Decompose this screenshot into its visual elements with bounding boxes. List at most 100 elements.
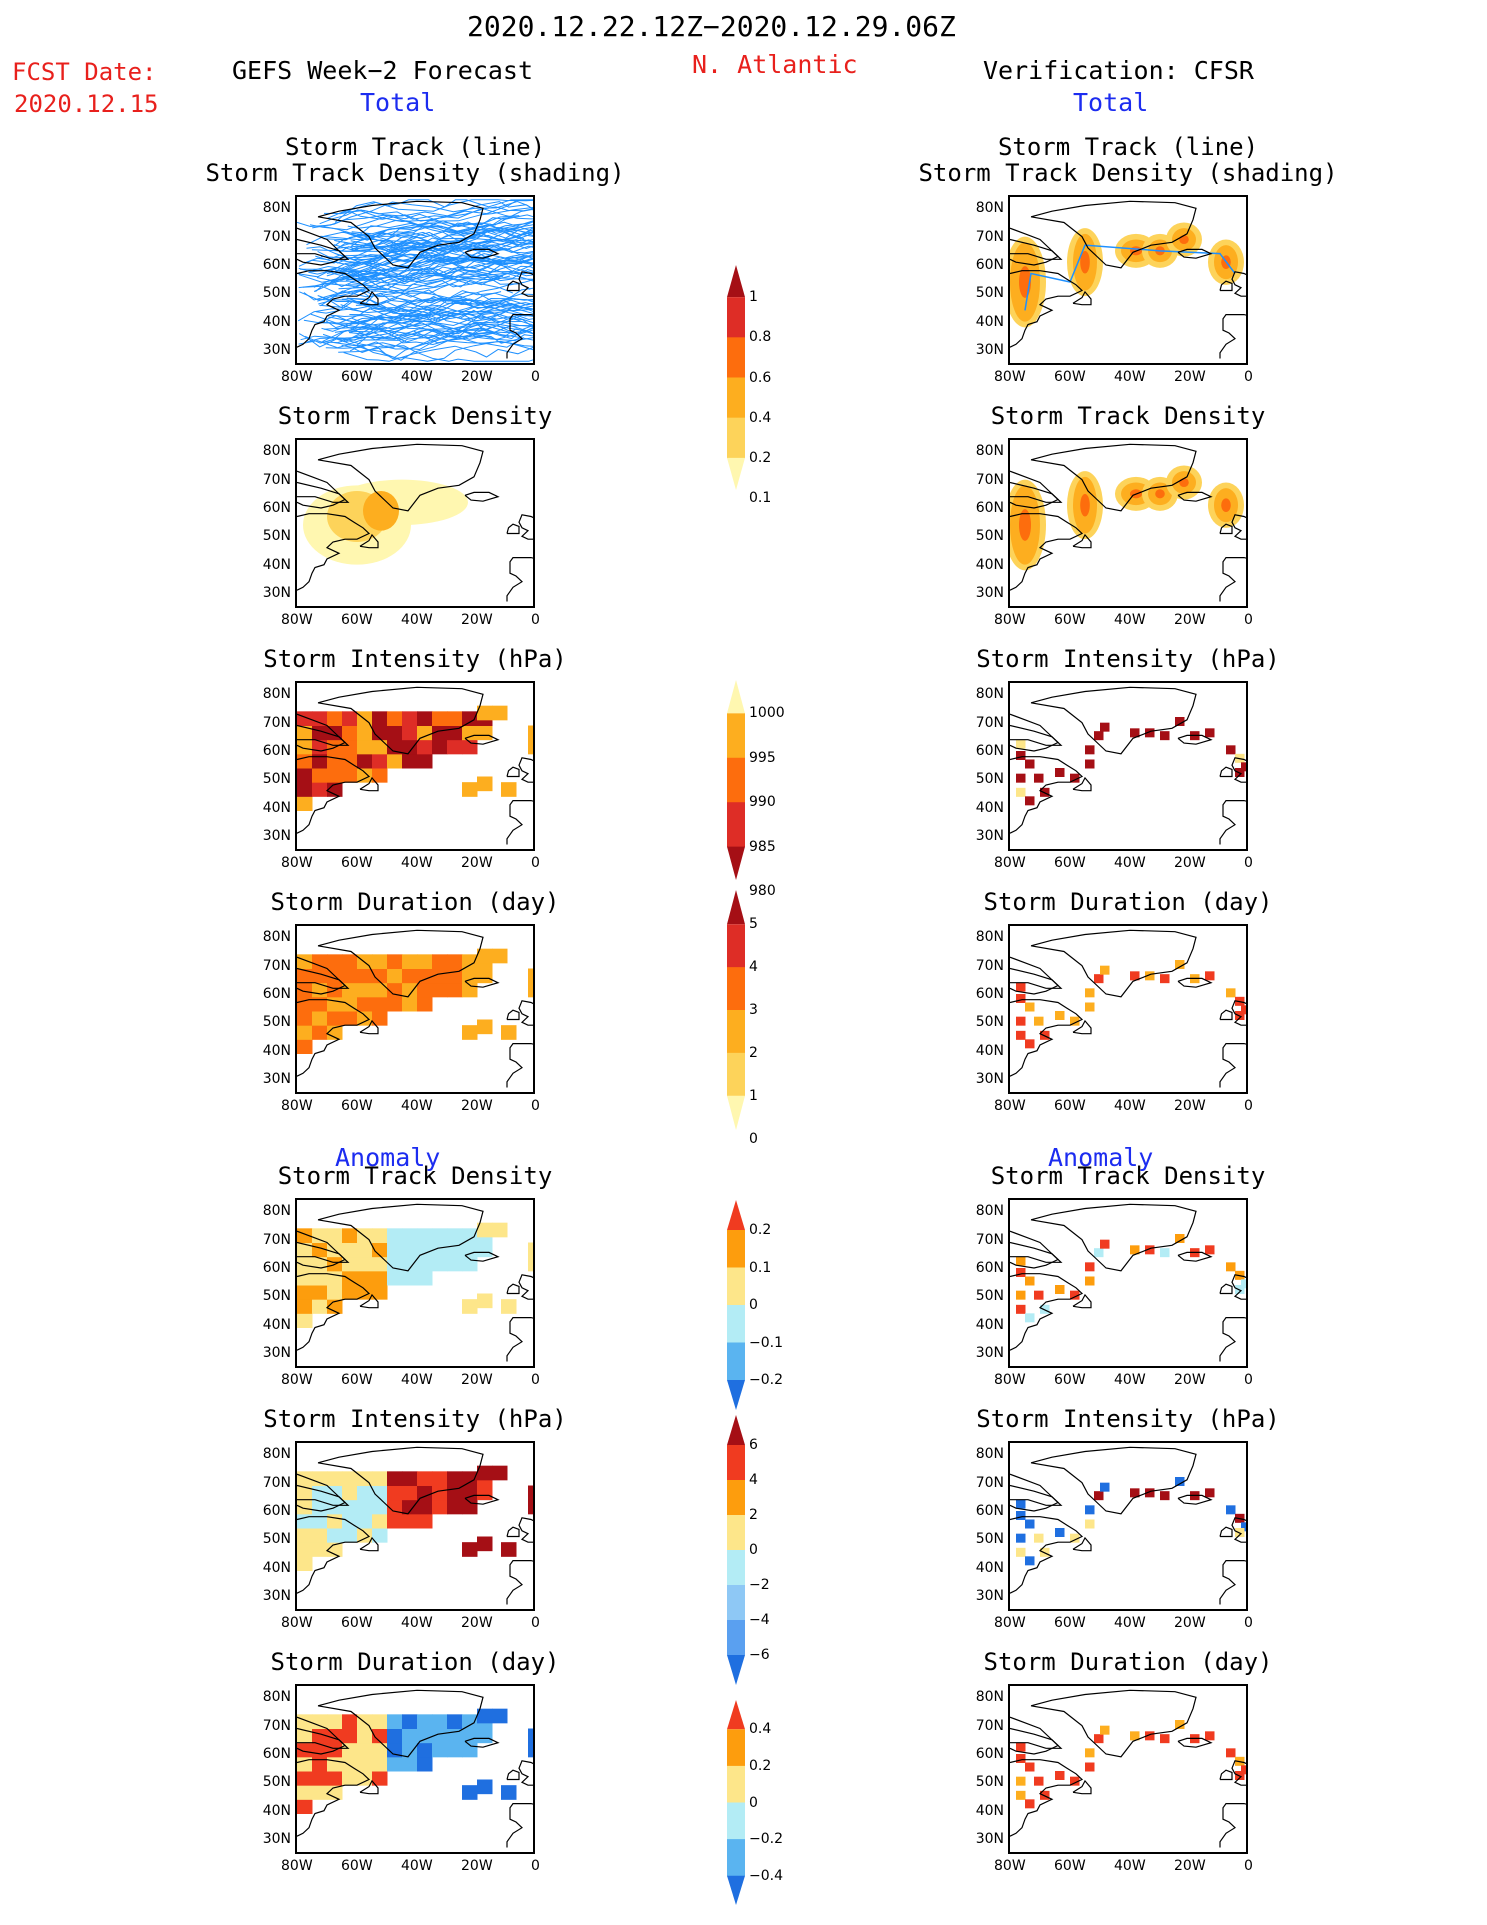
- colorbar-segment: [727, 1515, 745, 1551]
- grid-cell: [372, 982, 388, 998]
- grid-cell: [402, 1742, 418, 1758]
- grid-cell: [297, 1256, 313, 1272]
- grid-cell: [297, 1528, 313, 1543]
- x-tick-label: 0: [531, 1615, 540, 1631]
- grid-cell: [1100, 722, 1110, 732]
- map-canvas: [1010, 443, 1246, 602]
- coastline: [1030, 1203, 1197, 1272]
- coastline: [1177, 1251, 1213, 1262]
- x-tick-label: 20W: [461, 612, 493, 628]
- storm-track-line: [326, 229, 533, 274]
- grid-cell: [387, 1485, 403, 1501]
- grid-cell: [1025, 796, 1035, 806]
- panel-title: Storm Track Density: [990, 402, 1266, 430]
- x-tick-label: 0: [1244, 1372, 1253, 1388]
- x-tick-label: 60W: [1054, 1372, 1086, 1388]
- grid-cell: [477, 725, 493, 741]
- grid-cell: [402, 996, 418, 1012]
- grid-cell: [372, 954, 388, 969]
- y-tick-label: 80N: [262, 200, 291, 217]
- coastline: [359, 776, 379, 792]
- grid-cell: [462, 1228, 478, 1243]
- colorbar-segment: [727, 1765, 745, 1803]
- y-tick-label: 70N: [262, 471, 291, 488]
- y-tick-label: 40N: [262, 1559, 291, 1576]
- grid-cell: [1085, 1748, 1095, 1758]
- grid-cell: [501, 1785, 517, 1800]
- grid-cell: [372, 768, 388, 783]
- coastline: [297, 513, 371, 591]
- colorbar-tick-label: 2: [749, 1044, 758, 1061]
- colorbar-segment: [727, 1267, 745, 1306]
- coastline: [1072, 290, 1092, 306]
- x-tick-label: 60W: [341, 612, 373, 628]
- storm-track-line: [333, 220, 533, 255]
- y-tick-label: 40N: [975, 1042, 1004, 1059]
- grid-cell: [342, 968, 358, 984]
- grid-cell: [1094, 1248, 1104, 1258]
- grid-cell: [312, 711, 328, 726]
- grid-cell: [1145, 728, 1155, 738]
- coastline: [297, 270, 371, 348]
- y-tick-label: 50N: [975, 528, 1004, 545]
- grid-cell: [297, 1270, 313, 1286]
- colorbar-tick-label: 0.2: [749, 449, 772, 466]
- colorbar-segment: [727, 1480, 745, 1516]
- grid-cell: [528, 1742, 533, 1758]
- grid-cell: [477, 1222, 493, 1238]
- grid-cell: [492, 1465, 508, 1481]
- grid-cell: [417, 1714, 433, 1729]
- storm-track-line: [300, 308, 533, 341]
- y-tick-label: 80N: [975, 929, 1004, 946]
- y-tick-label: 80N: [262, 1446, 291, 1463]
- grid-cell: [297, 1742, 313, 1758]
- grid-cell: [417, 1256, 433, 1272]
- storm-track-line: [310, 313, 525, 344]
- grid-cell: [1241, 762, 1246, 772]
- y-tick-label: 50N: [262, 1774, 291, 1791]
- grid-cell: [357, 753, 373, 769]
- grid-cell: [312, 996, 328, 1012]
- x-tick-label: 60W: [341, 1372, 373, 1388]
- x-tick-label: 20W: [1174, 855, 1206, 871]
- y-tick-label: 50N: [262, 1288, 291, 1305]
- coastline: [359, 290, 379, 306]
- map-panel-obs-anom-density: [1008, 1198, 1248, 1368]
- grid-cell: [1100, 1239, 1110, 1249]
- grid-cell: [357, 725, 373, 741]
- colorbar-tick-label: 4: [749, 1472, 758, 1488]
- grid-cell: [477, 776, 493, 792]
- grid-cell: [1085, 745, 1095, 755]
- grid-cell: [402, 954, 418, 969]
- grid-cell: [402, 739, 418, 755]
- grid-cell: [417, 1228, 433, 1243]
- grid-cell: [387, 982, 403, 998]
- y-tick-label: 60N: [975, 499, 1004, 516]
- grid-cell: [372, 1714, 388, 1729]
- coastline: [1219, 1283, 1233, 1295]
- left-anomaly-label: Anomaly: [335, 1143, 441, 1172]
- storm-track-line: [339, 206, 533, 220]
- colorbar-segment: [727, 757, 745, 803]
- grid-cell: [432, 1228, 448, 1243]
- grid-cell: [402, 1714, 418, 1729]
- grid-cell: [312, 968, 328, 984]
- colorbar-tick-label: 0.8: [749, 329, 772, 346]
- grid-cell: [501, 1542, 517, 1557]
- x-tick-label: 80W: [281, 612, 313, 628]
- grid-cell: [402, 1499, 418, 1515]
- coastline: [1219, 766, 1233, 778]
- y-tick-label: 70N: [262, 1231, 291, 1248]
- grid-cell: [1034, 1016, 1044, 1026]
- grid-cell: [417, 982, 433, 998]
- map-panel-obs-tracks: [1008, 195, 1248, 365]
- coastline: [506, 523, 520, 535]
- colorbar-segment: [727, 1445, 745, 1481]
- grid-cell: [1070, 1016, 1080, 1026]
- coastline: [1010, 756, 1084, 834]
- storm-track-line: [320, 240, 533, 259]
- grid-cell: [312, 768, 328, 783]
- colorbar-top-arrow: [727, 265, 745, 298]
- grid-cell: [297, 1556, 313, 1571]
- coastline: [297, 238, 350, 260]
